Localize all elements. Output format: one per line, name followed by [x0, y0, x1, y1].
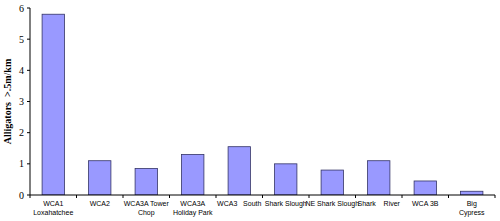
x-tick-label-line: Shark River: [358, 200, 401, 207]
chart-container: 0 1 2 3 4 5 6 WCA1 Loxahatchee WCA2 WCA3A Tower Cho…: [0, 0, 500, 221]
y-tick: [27, 132, 30, 133]
y-tick: [27, 39, 30, 40]
x-tick-label: Shark Slough: [265, 200, 307, 208]
x-tick-label: WCA 3B: [412, 200, 439, 207]
y-tick: [27, 8, 30, 9]
x-tick: [262, 195, 263, 198]
x-tick-label: WCA1 Loxahatchee: [33, 200, 73, 216]
x-tick: [309, 195, 310, 198]
x-tick-label-line: Chop: [138, 209, 155, 217]
bar: [182, 154, 204, 195]
x-tick: [76, 195, 77, 198]
bar: [228, 147, 250, 195]
x-tick: [123, 195, 124, 198]
x-tick-label: WCA3A Tower Chop: [124, 200, 170, 217]
x-tick-label-line: WCA3A Tower: [124, 200, 170, 207]
y-tick-label: 6: [19, 3, 24, 14]
bar: [135, 169, 157, 195]
x-tick-label: WCA2: [90, 200, 110, 207]
y-tick: [27, 163, 30, 164]
x-tick: [402, 195, 403, 198]
y-tick-label: 3: [19, 96, 24, 107]
x-tick-label-line: WCA 3B: [412, 200, 439, 207]
x-tick-label-line: Big: [467, 200, 477, 208]
x-tick-label-line: WCA2: [90, 200, 110, 207]
x-tick-label-line: NE Shark Slough: [305, 200, 359, 208]
x-tick: [495, 195, 496, 198]
y-tick-label: 2: [19, 127, 24, 138]
x-tick: [448, 195, 449, 198]
y-axis-label: Alligators >.5m/km: [2, 58, 13, 144]
x-tick-label-line: Shark Slough: [265, 200, 307, 208]
x-tick-label-line: Loxahatchee: [33, 209, 73, 216]
y-tick-label: 0: [19, 190, 24, 201]
x-tick-label-line: WCA1: [43, 200, 63, 207]
bar: [321, 170, 343, 195]
bar: [275, 164, 297, 195]
x-tick: [355, 195, 356, 198]
x-tick: [216, 195, 217, 198]
x-tick-label-line: WCA3 South: [217, 200, 261, 207]
bars: [42, 14, 483, 195]
bar: [414, 181, 436, 195]
bar: [368, 161, 390, 195]
x-tick-label-line: WCA3A: [180, 200, 205, 207]
y-tick: [27, 70, 30, 71]
x-tick-label-line: Cypress: [459, 209, 485, 217]
bar: [42, 14, 64, 195]
bar: [89, 161, 111, 195]
x-tick: [30, 195, 31, 198]
bar: [461, 191, 483, 195]
x-tick-label: WCA3 South: [217, 200, 261, 207]
y-tick: [27, 101, 30, 102]
y-tick-label: 5: [19, 34, 24, 45]
chart-svg: 0 1 2 3 4 5 6 WCA1 Loxahatchee WCA2 WCA3A Tower Cho…: [0, 0, 500, 221]
x-tick-label: BigCypress: [459, 200, 485, 217]
x-tick: [169, 195, 170, 198]
y-tick-label: 4: [19, 65, 24, 76]
x-tick-label: Shark River: [358, 200, 401, 207]
x-tick-label-line: Holiday Park: [173, 209, 213, 217]
x-tick-label: WCA3A Holiday Park: [173, 200, 213, 217]
y-tick-label: 1: [19, 158, 24, 169]
x-tick-label: NE Shark Slough: [305, 200, 359, 208]
